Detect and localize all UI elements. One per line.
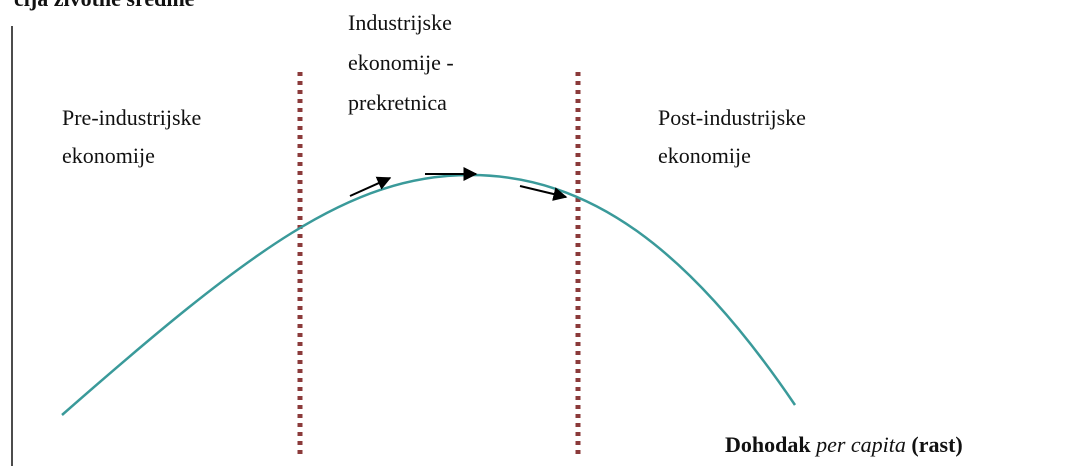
region-label: Post-industrijske (658, 105, 806, 130)
x-axis-label-main: Dohodak (725, 432, 811, 457)
x-axis-label-suffix: (rast) (911, 432, 962, 457)
region-label: ekonomije - (348, 50, 454, 75)
arrow (349, 176, 392, 197)
region-label: ekonomije (62, 143, 155, 168)
y-axis-label: cija životne sredine (14, 0, 195, 11)
region-label: Industrijske (348, 10, 452, 35)
region-label: Pre-industrijske (62, 105, 201, 130)
x-axis-label: Dohodak per capita (rast) (725, 432, 963, 457)
region-label: ekonomije (658, 143, 751, 168)
region-labels: Pre-industrijske ekonomije Industrijske eko… (62, 10, 806, 168)
region-label: prekretnica (348, 90, 447, 115)
curve (61, 173, 797, 416)
arrow (519, 185, 568, 201)
x-axis-label-italic: per capita (814, 432, 906, 457)
